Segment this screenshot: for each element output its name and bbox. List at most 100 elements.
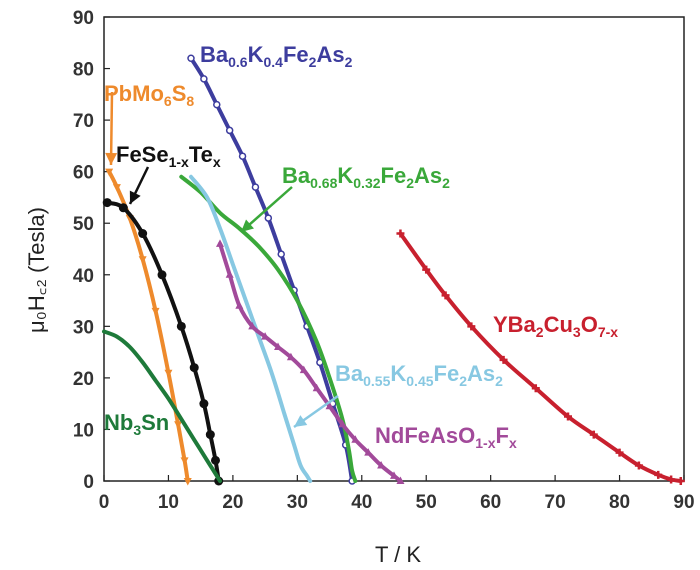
data-point: [351, 435, 360, 443]
data-point: [467, 322, 476, 331]
y-tick-label: 20: [73, 369, 94, 390]
data-point: [138, 256, 147, 264]
x-tick-label: 30: [287, 492, 308, 513]
data-point: [225, 126, 234, 135]
y-tick-label: 80: [73, 60, 94, 81]
plot-frame: [103, 16, 685, 482]
data-point: [312, 383, 321, 392]
series-line: [179, 174, 358, 483]
series-layer: [102, 54, 685, 486]
label-ndfeaso1-xfx: NdFeAsO1-xFx: [375, 423, 517, 451]
series-line: [189, 174, 313, 483]
plot-area: [103, 16, 685, 482]
data-point: [286, 352, 295, 361]
data-point: [216, 239, 224, 247]
label-nb3sn: Nb3Sn: [104, 410, 169, 438]
arrow-head: [294, 415, 308, 427]
data-point: [164, 369, 173, 378]
y-tick-label: 50: [73, 214, 94, 235]
label-ba0-6k0-4fe2as2: Ba0.6K0.4Fe2As2: [200, 42, 353, 70]
data-point: [390, 471, 398, 479]
x-tick-label: 60: [480, 492, 501, 513]
x-tick-label: 80: [609, 492, 630, 513]
series-ba0-68k0-32fe2as2: [179, 174, 358, 483]
arrow-head: [105, 152, 118, 165]
series-line: [189, 56, 355, 483]
label-yba2cu3o7-x: YBa2Cu3O7-x: [493, 312, 618, 340]
x-tick-label: 10: [158, 492, 179, 513]
data-point: [118, 203, 128, 213]
y-tick-label: 30: [73, 317, 94, 338]
series-yba2cu3o7-x: [396, 229, 685, 485]
arrow-head: [241, 219, 254, 232]
data-point: [105, 168, 114, 177]
data-point: [299, 365, 308, 374]
series-labels: Ba0.6K0.4Fe2As2 Ba0.68K0.32Fe2As2 Ba0.55K0…: [104, 42, 618, 451]
data-point: [199, 399, 209, 409]
series-ba0-55k0-45fe2as2: [189, 174, 313, 483]
label-pbmo6s8: PbMo6S8: [104, 81, 194, 109]
data-point: [213, 100, 221, 109]
data-point: [138, 229, 148, 239]
data-point: [274, 342, 282, 350]
data-point: [676, 477, 685, 485]
y-tick-label: 90: [73, 8, 94, 29]
data-point: [176, 321, 186, 331]
x-tick-label: 90: [673, 492, 694, 513]
label-ba0-55k0-45fe2as2: Ba0.55K0.45Fe2As2: [335, 361, 503, 389]
data-point: [151, 307, 160, 316]
x-axis-title: T / K: [375, 542, 421, 567]
data-point: [422, 265, 431, 274]
data-point: [102, 198, 112, 208]
data-point: [325, 401, 334, 410]
series-line: [102, 329, 222, 483]
data-point: [251, 183, 260, 191]
data-point: [174, 421, 183, 429]
data-point: [210, 455, 220, 465]
label-fese1-xtex: FeSe1-xTex: [116, 142, 221, 170]
series-line: [218, 241, 403, 483]
data-point: [499, 355, 508, 364]
x-tick-label: 0: [99, 492, 110, 513]
data-point: [264, 214, 273, 222]
data-point: [248, 321, 257, 330]
data-point: [187, 54, 195, 62]
data-point: [183, 478, 192, 486]
series-pbmo6s8: [105, 168, 192, 486]
data-point: [277, 250, 285, 258]
data-point: [615, 448, 624, 457]
data-point: [200, 75, 208, 83]
x-tick-label: 50: [416, 492, 437, 513]
series-line: [105, 200, 221, 483]
y-tick-label: 70: [73, 111, 94, 132]
x-tick-label: 70: [545, 492, 566, 513]
series-nb3sn: [102, 329, 222, 483]
data-point: [225, 270, 234, 278]
data-point: [261, 332, 270, 340]
x-tick-label: 20: [222, 492, 243, 513]
y-tick-label: 10: [73, 420, 94, 441]
data-point: [180, 457, 189, 465]
data-point: [531, 384, 540, 393]
data-point: [157, 270, 167, 280]
arrow-line: [109, 91, 114, 166]
data-point: [205, 430, 215, 440]
data-point: [589, 430, 598, 439]
data-point: [364, 448, 373, 456]
label-arrows: [105, 91, 339, 429]
data-point: [654, 470, 663, 479]
y-axis-title: μ₀H꜀₂ (Tesla): [24, 207, 49, 333]
arrow-head: [129, 190, 141, 204]
x-tick-label: 40: [351, 492, 372, 513]
data-point: [396, 229, 405, 238]
data-point: [189, 363, 199, 373]
data-point: [338, 419, 347, 428]
label-ba0-68k0-32fe2as2: Ba0.68K0.32Fe2As2: [282, 163, 450, 191]
data-point: [238, 152, 247, 160]
y-tick-labels: 0 10 20 30 40 50 60 70 80 90: [73, 8, 110, 493]
data-point: [564, 412, 572, 421]
data-point: [396, 476, 405, 484]
data-point: [235, 301, 244, 309]
series-ndfeaso1-xfx: [216, 239, 405, 484]
